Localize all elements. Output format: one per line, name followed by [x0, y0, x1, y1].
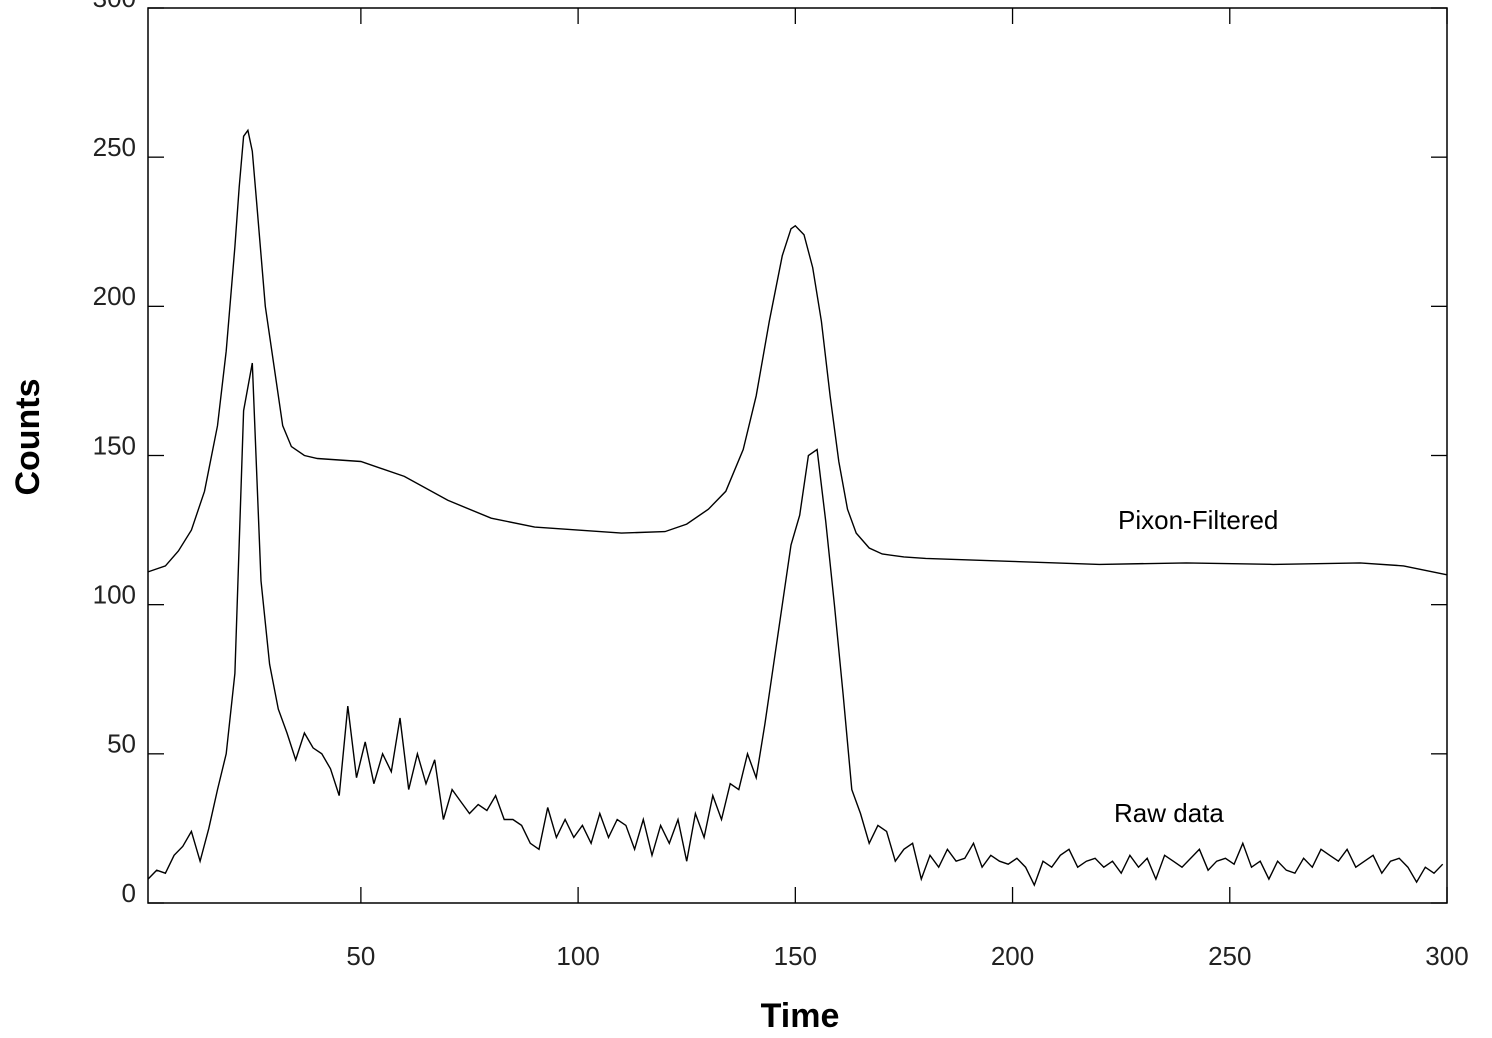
data-line	[147, 362, 1444, 887]
x-tick-label: 250	[1208, 941, 1251, 971]
x-axis-title: Time	[761, 997, 840, 1035]
y-tick-label: 100	[93, 580, 136, 610]
data-line	[147, 128, 1448, 576]
x-tick-label: 300	[1425, 941, 1468, 971]
y-axis-title: Counts	[9, 378, 47, 495]
series-label: Raw data	[1114, 798, 1224, 828]
y-tick-label: 150	[93, 430, 136, 460]
y-tick-label: 50	[107, 729, 136, 759]
x-tick-label: 150	[774, 941, 817, 971]
y-tick-label: 0	[122, 878, 136, 908]
x-tick-label: 50	[346, 941, 375, 971]
y-tick-label: 300	[93, 0, 136, 13]
x-tick-label: 100	[556, 941, 599, 971]
y-tick-label: 200	[93, 281, 136, 311]
plot-frame	[147, 7, 1448, 904]
y-tick-label: 250	[93, 132, 136, 162]
series-label: Pixon-Filtered	[1118, 505, 1278, 535]
x-tick-label: 200	[991, 941, 1034, 971]
